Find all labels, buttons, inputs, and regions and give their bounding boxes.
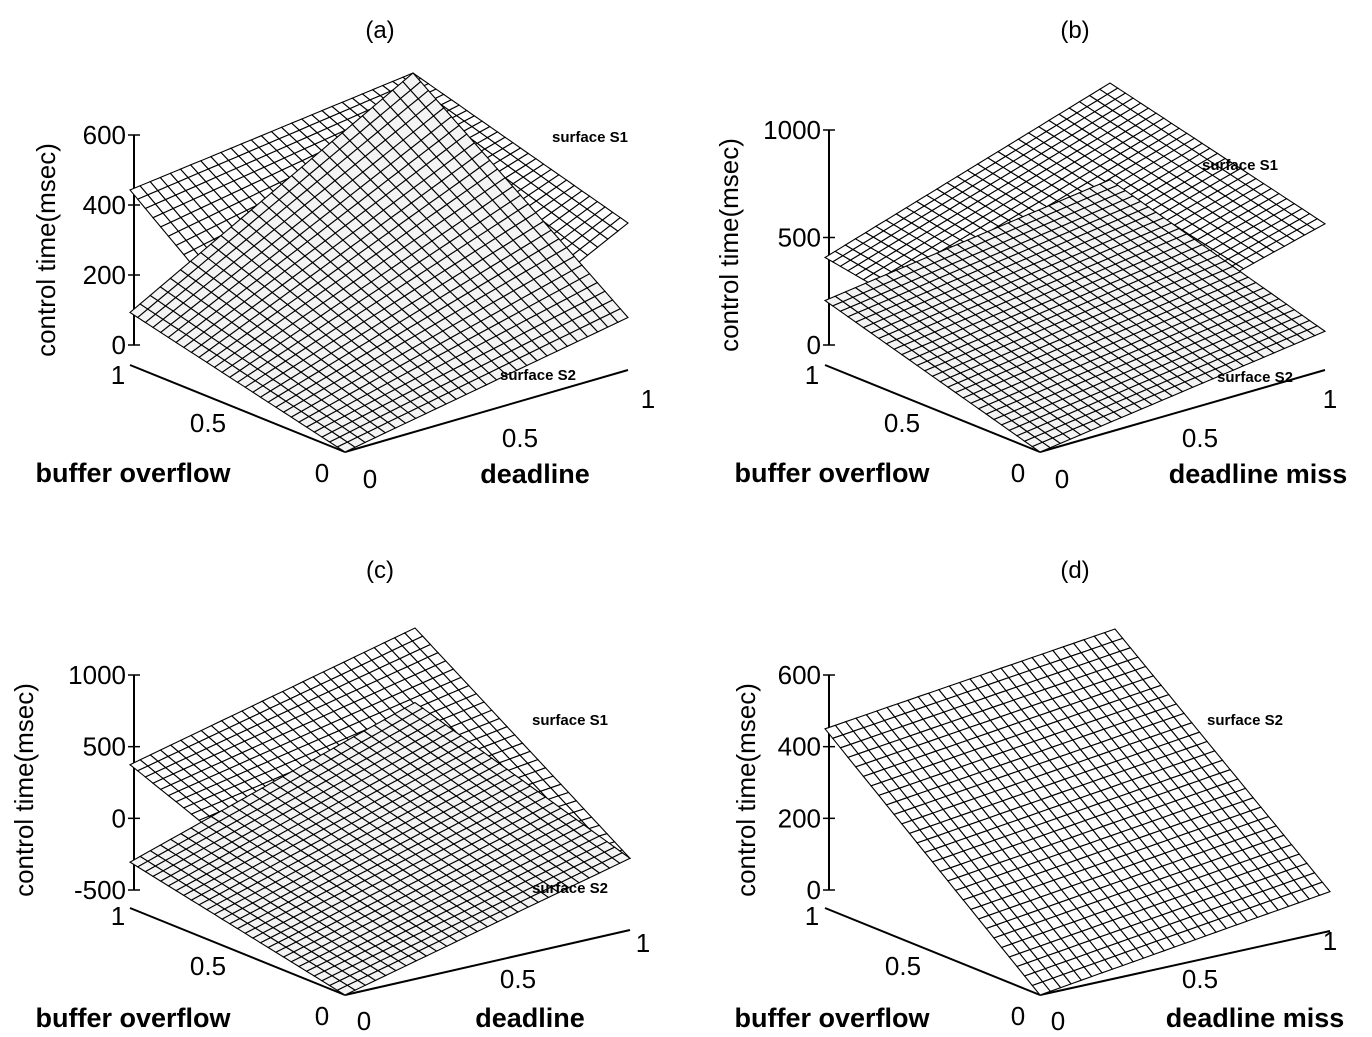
y-tick-label: 0.5 (1182, 423, 1218, 453)
x-tick-label: 0.5 (190, 951, 226, 981)
x-tick-label: 1 (805, 901, 819, 931)
surface-2 (129, 72, 629, 453)
z-tick-label: 500 (83, 732, 126, 762)
x-tick-label: 0 (315, 458, 329, 488)
z-axis-label: control time(msec) (31, 143, 61, 357)
x-axis-line (129, 364, 346, 453)
x-tick-label: 1 (805, 360, 819, 390)
surface-label: surface S1 (552, 129, 628, 146)
y-axis-label: deadline (475, 1003, 585, 1033)
x-axis-line (824, 364, 1041, 453)
surface-cell (609, 308, 629, 323)
y-tick-label: 0.5 (500, 964, 536, 994)
y-axis-label: deadline miss (1166, 1003, 1345, 1033)
z-tick-label: 200 (83, 260, 126, 290)
z-axis-label: control time(msec) (9, 683, 39, 897)
z-tick-label: 0 (112, 803, 126, 833)
z-tick-label: 400 (83, 190, 126, 220)
panel-title: (c) (366, 557, 394, 584)
y-tick-label: 0 (1055, 464, 1069, 494)
y-tick-label: 1 (636, 928, 650, 958)
x-tick-label: 0.5 (884, 408, 920, 438)
surface-label: surface S1 (532, 712, 608, 729)
y-axis-line (344, 369, 629, 453)
x-axis-label: buffer overflow (734, 1003, 930, 1033)
x-tick-label: 0 (315, 1001, 329, 1031)
x-axis-label: buffer overflow (35, 458, 231, 488)
surface-1 (824, 628, 1331, 996)
x-tick-label: 1 (111, 360, 125, 390)
x-tick-label: 0 (1011, 1001, 1025, 1031)
y-tick-label: 0 (1051, 1006, 1065, 1036)
x-tick-label: 0.5 (885, 951, 921, 981)
surface-cell (609, 216, 629, 232)
x-tick-label: 0 (1011, 458, 1025, 488)
surface-label: surface S2 (500, 367, 576, 384)
z-axis-label: control time(msec) (731, 683, 761, 897)
y-tick-label: 0.5 (502, 423, 538, 453)
y-tick-label: 0 (357, 1006, 371, 1036)
z-axis-label: control time(msec) (714, 138, 744, 352)
x-axis-label: buffer overflow (35, 1003, 231, 1033)
surface-label: surface S2 (1217, 369, 1293, 386)
z-tick-label: 200 (778, 803, 821, 833)
surface-label: surface S1 (1202, 157, 1278, 174)
x-tick-label: 0.5 (190, 408, 226, 438)
surface-label: surface S2 (532, 880, 608, 897)
y-tick-label: 0.5 (1182, 964, 1218, 994)
panel-title: (a) (365, 17, 394, 44)
x-tick-label: 1 (111, 901, 125, 931)
z-tick-label: 400 (778, 732, 821, 762)
y-axis-label: deadline (480, 459, 590, 489)
x-axis-label: buffer overflow (734, 458, 930, 488)
y-axis-line (1039, 369, 1326, 453)
panel-title: (b) (1060, 17, 1089, 44)
z-tick-label: 1000 (68, 660, 126, 690)
y-tick-label: 1 (641, 384, 655, 414)
y-axis-label: deadline miss (1169, 459, 1348, 489)
z-tick-label: 0 (807, 330, 821, 360)
y-tick-label: 0 (363, 464, 377, 494)
z-tick-label: 500 (778, 223, 821, 253)
y-tick-label: 1 (1323, 926, 1337, 956)
z-tick-label: 600 (83, 120, 126, 150)
panel-title: (d) (1060, 557, 1089, 584)
y-tick-label: 1 (1323, 384, 1337, 414)
z-tick-label: 1000 (763, 115, 821, 145)
z-tick-label: 600 (778, 660, 821, 690)
z-tick-label: 0 (112, 330, 126, 360)
